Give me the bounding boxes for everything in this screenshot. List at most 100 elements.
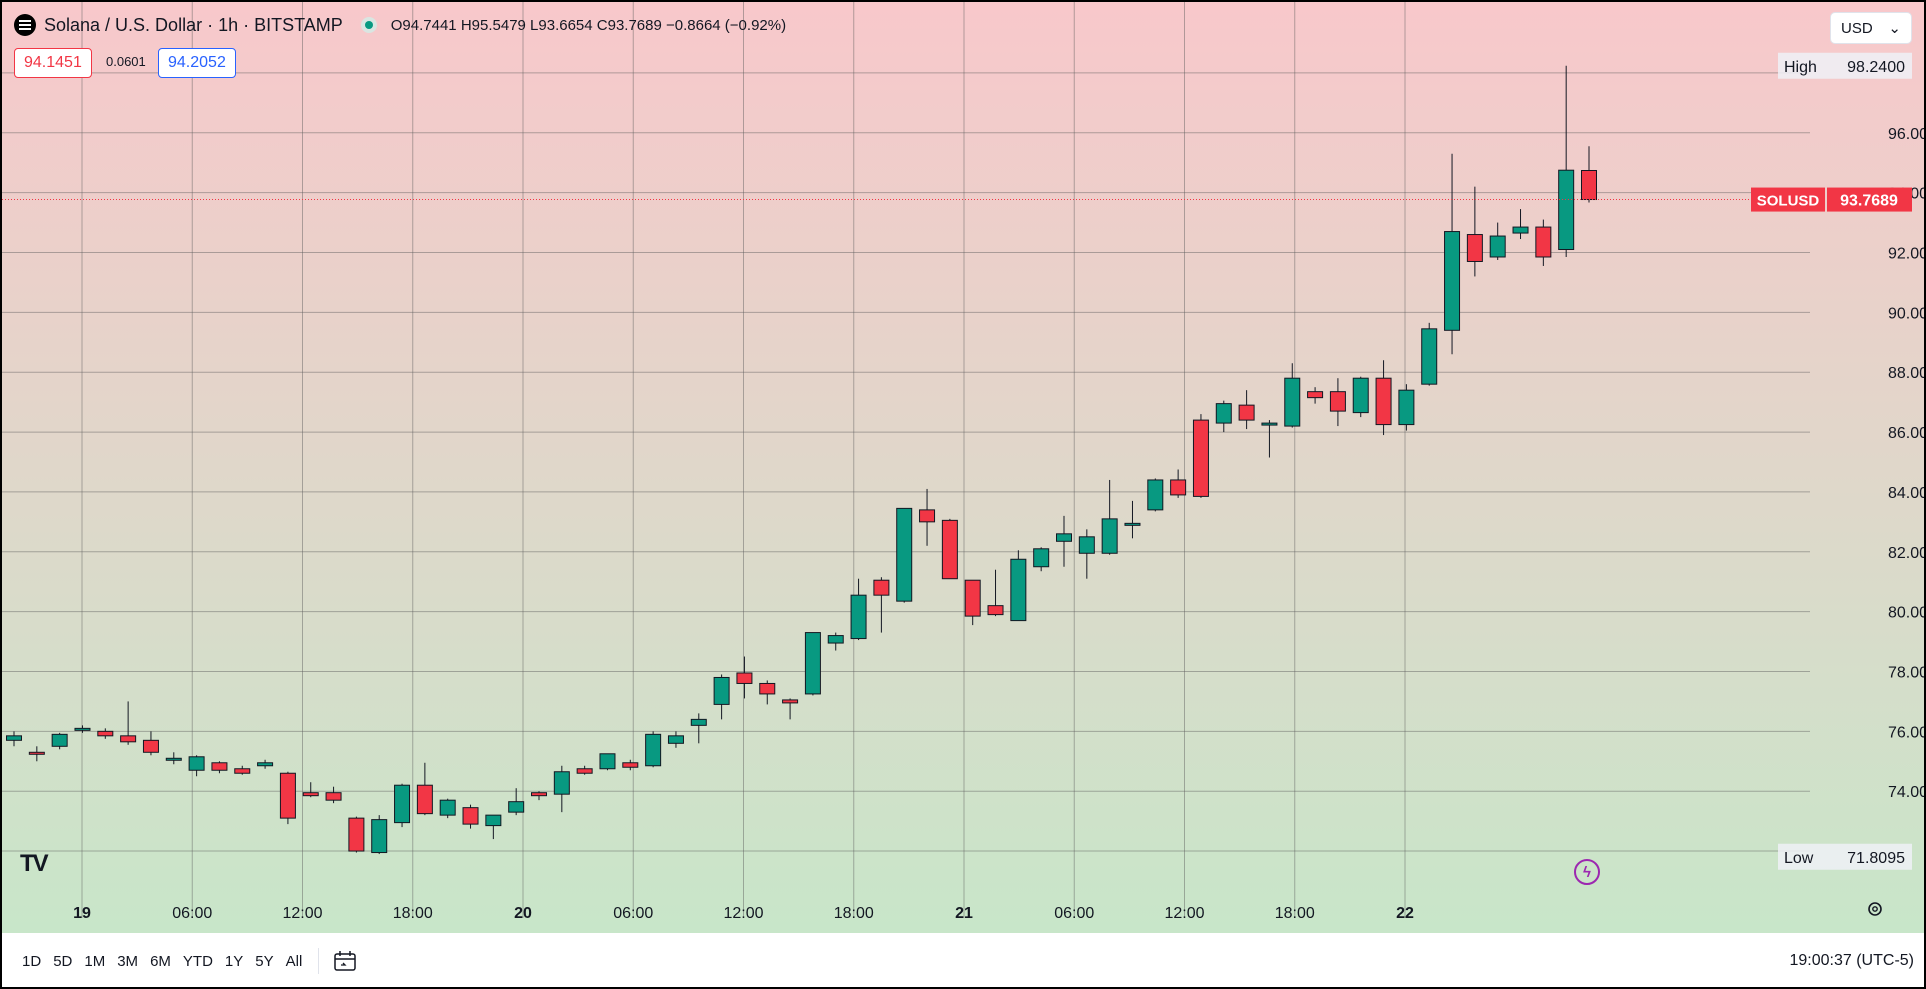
y-tick-label: 90.0000 xyxy=(1888,305,1924,322)
high-marker-value: 98.2400 xyxy=(1847,59,1905,76)
candle-body xyxy=(804,632,821,695)
low-marker-label: Low xyxy=(1784,850,1814,867)
candle-down xyxy=(1192,414,1209,498)
candle-down xyxy=(1238,390,1255,430)
candle-body xyxy=(508,801,525,813)
low-marker-bg xyxy=(1778,843,1912,870)
candle-up xyxy=(1078,529,1095,579)
x-tick-label: 18:00 xyxy=(1275,905,1315,922)
chart-header: Solana / U.S. Dollar · 1h · BITSTAMP O94… xyxy=(14,12,786,38)
calendar-goto-icon[interactable] xyxy=(333,950,357,972)
range-1d-button[interactable]: 1D xyxy=(22,952,42,970)
range-1m-button[interactable]: 1M xyxy=(84,952,106,970)
x-tick-label: 18:00 xyxy=(834,905,874,922)
candle-body xyxy=(622,762,639,768)
candle-up xyxy=(599,753,616,771)
y-tick-label: 76.0000 xyxy=(1888,724,1924,741)
candle-body xyxy=(850,594,867,640)
candle-down xyxy=(941,518,958,580)
range-1y-button[interactable]: 1Y xyxy=(224,952,244,970)
candle-body xyxy=(1352,377,1369,414)
candle-body xyxy=(827,635,844,644)
candle-up xyxy=(1489,222,1506,260)
candle-down xyxy=(1466,186,1483,277)
candle-body xyxy=(1329,391,1346,412)
candle-up xyxy=(439,798,456,819)
candle-body xyxy=(896,507,913,602)
candle-up xyxy=(1512,209,1529,240)
gear-icon[interactable] xyxy=(1866,900,1884,918)
candle-body xyxy=(599,753,616,770)
candle-up xyxy=(165,752,182,765)
candle-body xyxy=(142,739,159,753)
candle-body xyxy=(553,771,570,795)
range-5y-button[interactable]: 5Y xyxy=(255,952,274,970)
candle-body xyxy=(1124,522,1141,526)
high-marker-label: High xyxy=(1784,59,1817,76)
symbol-tag: SOLUSD xyxy=(1757,193,1820,210)
symbol-title[interactable]: Solana / U.S. Dollar · 1h · BITSTAMP xyxy=(44,14,343,35)
candle-up xyxy=(690,713,707,744)
candle-body xyxy=(1170,479,1187,496)
y-tick-label: 82.0000 xyxy=(1888,545,1924,562)
flash-icon[interactable]: ϟ xyxy=(1574,859,1600,885)
candle-body xyxy=(439,799,456,816)
candle-up xyxy=(804,632,821,696)
sell-price-button[interactable]: 94.1451 xyxy=(14,48,92,78)
candle-down xyxy=(142,731,159,756)
tradingview-logo-icon[interactable]: TV xyxy=(20,850,49,877)
range-all-button[interactable]: All xyxy=(285,952,303,970)
candle-body xyxy=(576,768,593,774)
currency-select[interactable]: USD ⌄ xyxy=(1830,12,1912,44)
candle-down xyxy=(120,701,137,745)
candle-up xyxy=(1352,376,1369,418)
candle-down xyxy=(325,786,342,804)
candle-up xyxy=(1444,153,1461,355)
candle-body xyxy=(485,814,502,827)
range-6m-button[interactable]: 6M xyxy=(150,952,171,970)
candle-up xyxy=(6,731,22,747)
price-axis[interactable]: 96.000094.000092.000090.000088.000086.00… xyxy=(1888,126,1924,801)
x-tick-label: 22 xyxy=(1396,905,1414,922)
candle-down xyxy=(1535,219,1552,266)
candle-up xyxy=(51,732,68,750)
clock-timezone[interactable]: 19:00:37 (UTC-5) xyxy=(1789,952,1915,969)
range-ytd-button[interactable]: YTD xyxy=(182,952,213,970)
candle-body xyxy=(51,733,68,747)
spread-value: 0.0601 xyxy=(106,54,146,69)
y-tick-label: 84.0000 xyxy=(1888,485,1924,502)
candle-up xyxy=(827,632,844,651)
candle-body xyxy=(1307,391,1324,399)
candle-body xyxy=(645,733,662,767)
candle-body xyxy=(279,772,296,819)
candle-body xyxy=(759,682,776,695)
candle-body xyxy=(28,751,45,755)
candle-body xyxy=(1010,558,1027,622)
candle-down xyxy=(736,656,753,699)
y-tick-label: 80.0000 xyxy=(1888,605,1924,622)
candle-up xyxy=(1398,384,1415,431)
time-axis[interactable]: 19 06:00 12:00 18:00 20 06:00 12:00 18:00 21 06:0… xyxy=(73,905,1414,922)
candle-up xyxy=(1261,420,1278,458)
candle-down xyxy=(622,759,639,771)
range-5d-button[interactable]: 5D xyxy=(53,952,73,970)
candle-body xyxy=(257,762,274,767)
candle-body xyxy=(394,784,411,824)
candle-down xyxy=(416,762,433,816)
candle-up xyxy=(1056,515,1072,567)
last-price-tag-bg xyxy=(1827,187,1912,212)
x-tick-label: 12:00 xyxy=(282,905,322,922)
candle-down xyxy=(348,816,365,853)
bottom-toolbar: 1D 5D 1M 3M 6M YTD 1Y 5Y All 19:00:37 (U… xyxy=(2,935,1924,987)
candle-down xyxy=(211,761,228,774)
market-status-icon[interactable] xyxy=(360,17,377,33)
range-3m-button[interactable]: 3M xyxy=(117,952,139,970)
candle-body xyxy=(1033,548,1050,568)
candle-body xyxy=(211,762,228,771)
candle-up xyxy=(1558,65,1575,257)
y-tick-label: 92.0000 xyxy=(1888,246,1924,263)
x-tick-label: 19 xyxy=(73,905,91,922)
buy-price-button[interactable]: 94.2052 xyxy=(158,48,236,78)
candle-body xyxy=(348,817,365,852)
